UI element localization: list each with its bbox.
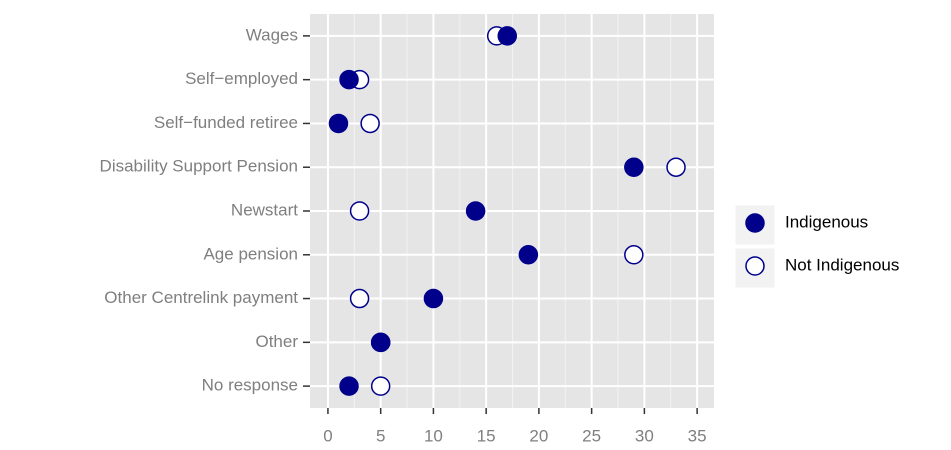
dot <box>360 113 380 134</box>
legend-symbol <box>745 256 765 276</box>
dot <box>624 245 644 265</box>
dot <box>423 288 444 309</box>
legend-symbol <box>745 213 765 233</box>
dot <box>349 201 370 221</box>
legend-text: Not Indigenous <box>785 255 899 274</box>
y-tick-label: Disability Support Pension <box>100 157 298 176</box>
dot <box>339 69 359 90</box>
x-tick-label: 25 <box>582 426 601 445</box>
x-tick-label: 5 <box>376 426 385 445</box>
y-tick-label: Age pension <box>203 244 298 263</box>
dot <box>370 376 391 396</box>
x-tick-label: 10 <box>424 426 443 445</box>
y-tick-label: No response <box>202 376 298 395</box>
dot <box>465 201 486 221</box>
y-tick-label: Newstart <box>231 200 298 219</box>
y-tick-label: Wages <box>246 25 298 44</box>
x-tick-label: 15 <box>477 426 496 445</box>
y-tick-label: Other Centrelink payment <box>104 288 298 307</box>
y-tick-label: Self−employed <box>185 69 298 88</box>
x-tick-label: 30 <box>635 426 654 445</box>
dot <box>624 157 644 177</box>
dot <box>339 376 359 396</box>
x-tick-label: 20 <box>529 426 548 445</box>
x-tick-label: 0 <box>323 426 332 445</box>
legend-text: Indigenous <box>785 212 868 231</box>
y-tick-label: Self−funded retiree <box>154 113 298 132</box>
dot <box>518 245 539 265</box>
dot <box>666 157 686 177</box>
dot <box>349 288 370 309</box>
dot <box>497 26 518 46</box>
x-tick-label: 35 <box>688 426 707 445</box>
dot <box>328 113 349 134</box>
y-tick-label: Other <box>255 332 298 351</box>
dot <box>370 332 391 353</box>
